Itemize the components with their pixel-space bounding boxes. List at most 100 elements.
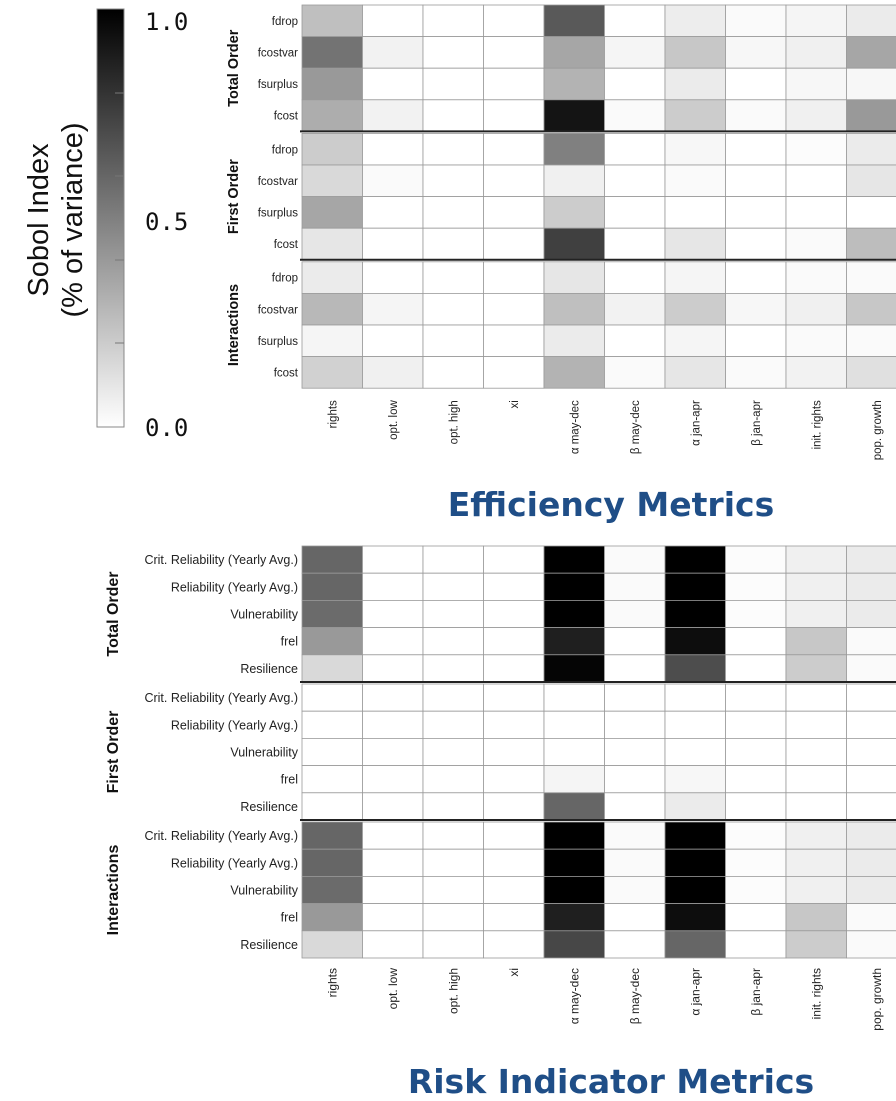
row-label: Resilience [240, 662, 298, 676]
row-label: Resilience [240, 938, 298, 952]
heatmap-cell [846, 738, 896, 767]
heatmap-cell [483, 683, 545, 712]
heatmap-cell [301, 164, 363, 198]
heatmap-cell [422, 848, 484, 877]
heatmap-cell [422, 627, 484, 656]
heatmap-cell [785, 356, 847, 389]
heatmap-cell [846, 654, 896, 683]
heatmap-cell [725, 792, 787, 821]
heatmap-cell [664, 654, 726, 683]
row-label: Crit. Reliability (Yearly Avg.) [144, 829, 298, 843]
heatmap-cell [846, 848, 896, 877]
heatmap-cell [483, 654, 545, 683]
heatmap-cell [725, 627, 787, 656]
row-label: fsurplus [258, 336, 299, 348]
heatmap-cell [725, 765, 787, 794]
heatmap-cell [785, 132, 847, 166]
column-label: xi [507, 968, 521, 977]
heatmap-cell [301, 545, 363, 574]
heatmap-cell [483, 572, 545, 601]
heatmap-cell [664, 792, 726, 821]
heatmap-cell [543, 600, 605, 629]
heatmap-cell [422, 654, 484, 683]
heatmap-cell [543, 738, 605, 767]
heatmap-cell [604, 261, 666, 294]
row-label: Crit. Reliability (Yearly Avg.) [144, 553, 298, 567]
heatmap-cell [785, 792, 847, 821]
heatmap-cell [422, 132, 484, 166]
heatmap-cell [604, 356, 666, 389]
heatmap-cell [785, 627, 847, 656]
heatmap-cell [422, 324, 484, 358]
heatmap-cell [543, 292, 605, 326]
heatmap-cell [664, 738, 726, 767]
column-label: rights [326, 968, 340, 997]
column-label: β may-dec [630, 400, 642, 454]
heatmap-cell [725, 876, 787, 905]
heatmap-cell [422, 792, 484, 821]
heatmap-cell [483, 545, 545, 574]
heatmap-cell [604, 738, 666, 767]
heatmap-cell [604, 164, 666, 198]
heatmap-cell [846, 261, 896, 294]
heatmap-cell [301, 132, 363, 166]
heatmap-cell [664, 67, 726, 101]
colorbar-tick-mid: 0.5 [145, 208, 188, 236]
heatmap-cell [422, 4, 484, 38]
heatmap-cell [725, 99, 787, 132]
heatmap-cell [422, 572, 484, 601]
heatmap-cell [483, 292, 545, 326]
heatmap-cell [664, 876, 726, 905]
heatmap-cell [301, 292, 363, 326]
heatmap-cell [483, 930, 545, 959]
heatmap-cell [483, 600, 545, 629]
heatmap-cell [301, 738, 363, 767]
heatmap-cell [362, 821, 424, 850]
heatmap-cell [422, 227, 484, 261]
group-label-interactions: Interactions [105, 845, 122, 936]
heatmap-cell [543, 164, 605, 198]
heatmap-cell [604, 196, 666, 229]
heatmap-cell [543, 36, 605, 69]
heatmap-cell [846, 164, 896, 198]
heatmap-cell [604, 600, 666, 629]
heatmap-cell [422, 67, 484, 101]
heatmap-cell [543, 792, 605, 821]
heatmap-cell [725, 36, 787, 69]
heatmap-cell [422, 710, 484, 739]
heatmap-cell [785, 738, 847, 767]
heatmap-cell [362, 227, 424, 261]
heatmap-cell [483, 261, 545, 294]
row-label: fsurplus [258, 208, 299, 220]
heatmap-cell [483, 738, 545, 767]
heatmap-cell [785, 903, 847, 932]
heatmap-cell [785, 876, 847, 905]
heatmap-cell [543, 261, 605, 294]
heatmap-cell [483, 710, 545, 739]
heatmap-cell [846, 903, 896, 932]
row-label: fcostvar [258, 176, 298, 188]
heatmap-cell [362, 765, 424, 794]
heatmap-cell [785, 600, 847, 629]
column-label: opt. high [447, 968, 461, 1014]
heatmap-cell [604, 67, 666, 101]
heatmap-cell [785, 292, 847, 326]
heatmap-cell [846, 132, 896, 166]
column-label: opt. high [448, 400, 460, 444]
heatmap-cell [422, 196, 484, 229]
colorbar-label-line2: (% of variance) [57, 122, 89, 317]
heatmap-cell [725, 4, 787, 38]
heatmap-cell [422, 876, 484, 905]
heatmap-cell [422, 99, 484, 132]
heatmap-cell [422, 683, 484, 712]
heatmap-cell [362, 600, 424, 629]
row-label: Reliability (Yearly Avg.) [171, 580, 298, 594]
row-label: Reliability (Yearly Avg.) [171, 718, 298, 732]
heatmap-cell [725, 710, 787, 739]
heatmap-cell [483, 848, 545, 877]
heatmap-cell [543, 765, 605, 794]
heatmap-cell [846, 196, 896, 229]
heatmap-cell [362, 99, 424, 132]
heatmap-cell [543, 196, 605, 229]
heatmap-cell [846, 572, 896, 601]
